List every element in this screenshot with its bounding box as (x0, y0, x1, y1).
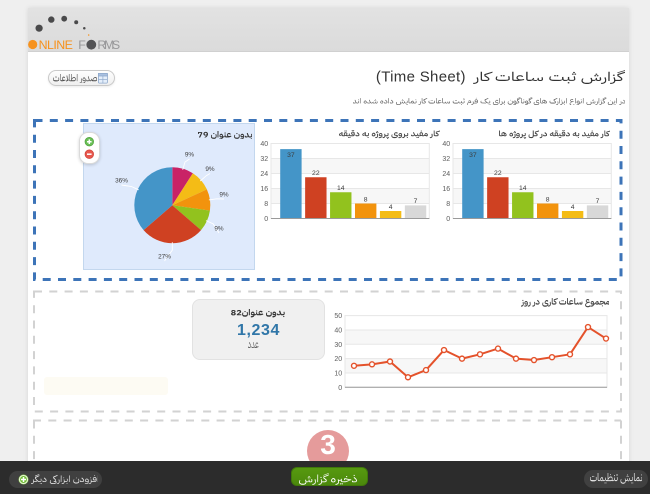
svg-text:0: 0 (264, 216, 268, 223)
svg-text:4: 4 (389, 204, 393, 211)
svg-text:14: 14 (519, 185, 527, 192)
svg-text:16: 16 (260, 186, 268, 193)
svg-text:0: 0 (446, 216, 450, 223)
svg-text:9%: 9% (214, 226, 224, 233)
svg-text:37: 37 (469, 152, 477, 159)
svg-text:9%: 9% (219, 192, 229, 199)
svg-text:(Time Sheet): (Time Sheet) (376, 69, 466, 86)
svg-text:36%: 36% (115, 178, 128, 185)
svg-text:F: F (78, 38, 86, 52)
svg-text:32: 32 (260, 156, 268, 163)
svg-text:37: 37 (287, 152, 295, 159)
svg-text:27%: 27% (158, 254, 171, 261)
svg-text:24: 24 (260, 171, 268, 178)
svg-text:40: 40 (442, 141, 450, 148)
svg-text:9%: 9% (185, 152, 195, 159)
svg-text:40: 40 (334, 327, 342, 334)
svg-text:32: 32 (442, 156, 450, 163)
svg-text:20: 20 (334, 356, 342, 363)
svg-text:8: 8 (264, 201, 268, 208)
svg-text:8: 8 (364, 196, 368, 203)
svg-text:9%: 9% (205, 166, 215, 173)
svg-text:10: 10 (334, 370, 342, 377)
svg-text:8: 8 (446, 201, 450, 208)
svg-text:7: 7 (596, 198, 600, 205)
svg-text:16: 16 (442, 186, 450, 193)
svg-text:40: 40 (260, 141, 268, 148)
svg-text:NLINE: NLINE (39, 38, 73, 52)
svg-text:30: 30 (334, 342, 342, 349)
svg-text:22: 22 (494, 170, 502, 177)
svg-text:22: 22 (312, 170, 320, 177)
svg-text:4: 4 (571, 204, 575, 211)
svg-text:8: 8 (546, 196, 550, 203)
svg-text:50: 50 (334, 313, 342, 320)
svg-text:0: 0 (338, 385, 342, 392)
svg-text:24: 24 (442, 171, 450, 178)
svg-text:RMS: RMS (97, 38, 120, 52)
svg-text:14: 14 (337, 185, 345, 192)
svg-text:7: 7 (414, 198, 418, 205)
